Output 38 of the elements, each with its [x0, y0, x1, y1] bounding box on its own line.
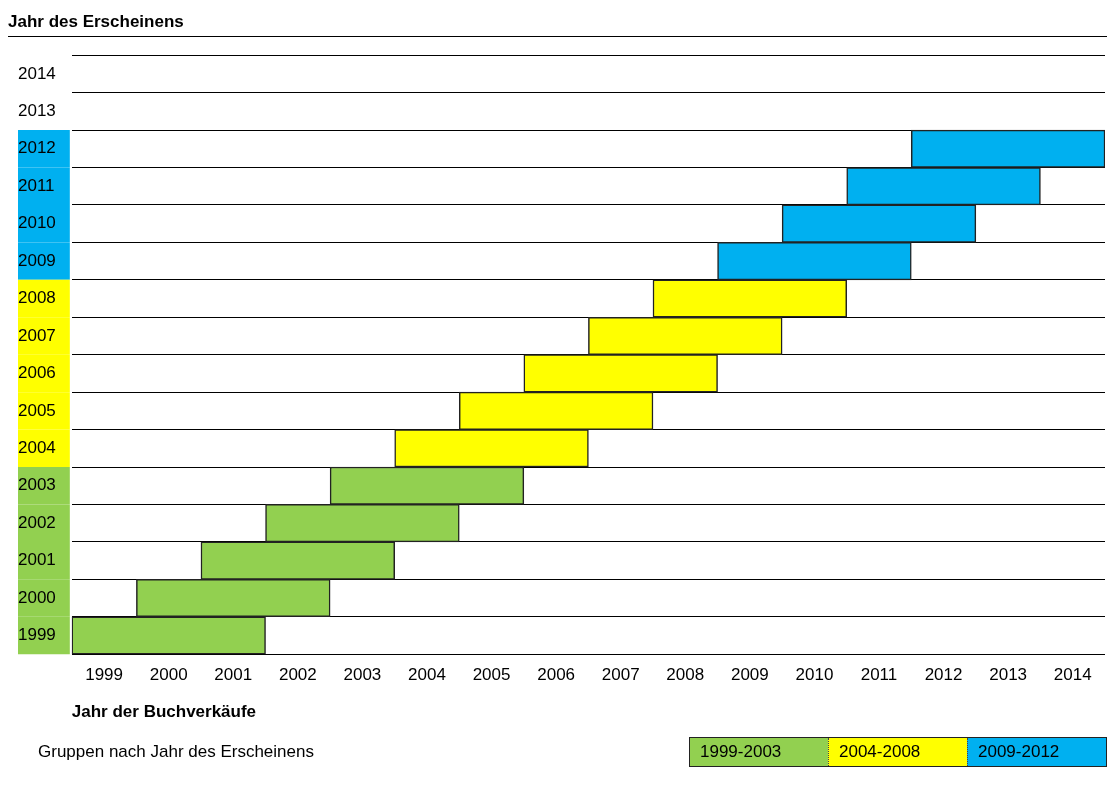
y-axis-title: Jahr des Erscheinens [8, 8, 1107, 37]
y-tick-label: 2013 [18, 101, 56, 121]
y-tick-label: 2003 [18, 475, 56, 495]
y-tick-label: 2000 [18, 587, 56, 607]
x-tick-label: 2000 [149, 665, 188, 685]
legend-title: Gruppen nach Jahr des Erscheinens [38, 742, 314, 762]
x-tick-label: 2006 [537, 665, 576, 685]
x-tick-label: 1999 [85, 665, 124, 685]
x-tick-label: 2004 [408, 665, 446, 685]
x-tick-label: 2002 [278, 665, 317, 685]
y-tick-label: 2002 [18, 512, 56, 532]
x-tick-label: 2014 [1053, 665, 1092, 685]
x-tick-label: 2012 [924, 665, 963, 685]
y-tick-label: 2011 [18, 175, 55, 195]
y-tick-label: 2012 [18, 138, 56, 158]
y-tick-label: 2007 [18, 325, 56, 345]
x-tick-label: 2001 [214, 665, 253, 685]
x-tick-label: 2010 [795, 665, 834, 685]
y-tick-label: 2014 [18, 63, 56, 83]
y-tick-label: 1999 [18, 625, 56, 645]
x-axis-title: Jahr der Buchverkäufe [71, 702, 257, 722]
y-tick-label: 2010 [18, 213, 56, 233]
x-tick-label: 2008 [666, 665, 705, 685]
text: 2009-2012 [967, 738, 1106, 766]
y-tick-label: 2001 [18, 550, 56, 570]
y-tick-label: 2008 [18, 288, 56, 308]
x-tick-label: 2013 [989, 665, 1028, 685]
x-tick-label: 2007 [601, 665, 640, 685]
text: 2004-2008 [828, 738, 967, 766]
x-tick-label: 2005 [472, 665, 511, 685]
y-tick-label: 2005 [18, 400, 56, 420]
x-tick-label: 2009 [730, 665, 769, 685]
text: 1999-2003 [690, 738, 828, 766]
y-tick-label: 2009 [18, 250, 56, 270]
y-tick-label: 2006 [18, 363, 56, 383]
x-tick-label: 2011 [860, 665, 898, 685]
y-tick-label: 2004 [18, 437, 56, 457]
x-tick-label: 2003 [343, 665, 382, 685]
